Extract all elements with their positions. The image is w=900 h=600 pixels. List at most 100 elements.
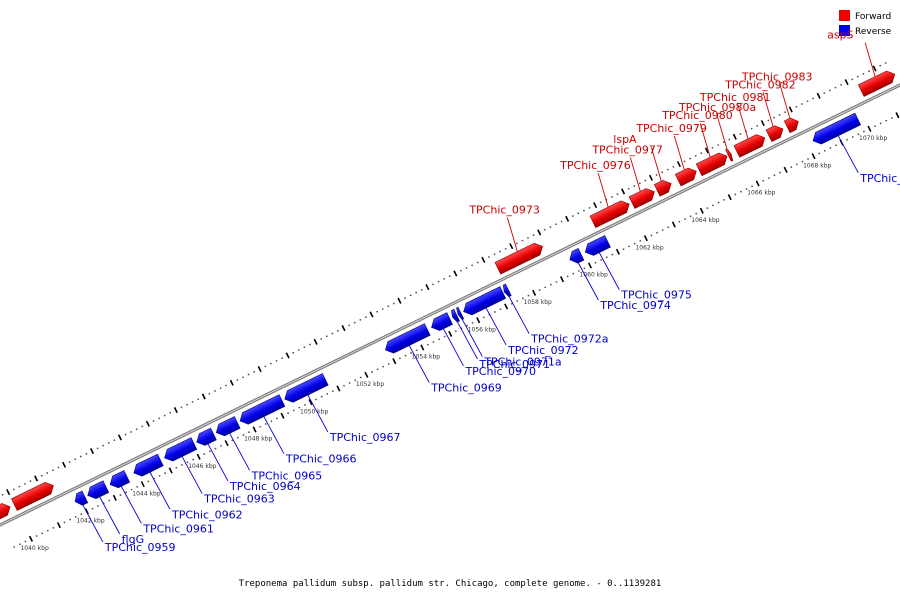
gene-tpchic-0981[interactable] (733, 132, 768, 158)
gene-label-leader (597, 172, 609, 208)
gene-tpchic-0965[interactable] (213, 416, 241, 439)
genome-axis: 1040 kbp 1042 kbp 1044 kbp 1046 kbp 1048 kbp… (0, 62, 900, 552)
axis-tick-label: 1054 kbp (412, 354, 440, 361)
gene-label-leader (629, 157, 641, 192)
gene-label-leader (673, 135, 685, 170)
gene-tpchic-0979[interactable] (674, 165, 699, 187)
forward-gene-arrow[interactable] (494, 241, 545, 275)
gene-tpchic-0971[interactable] (450, 308, 460, 323)
reverse-gene-arrow[interactable] (501, 283, 512, 298)
gene-asps[interactable] (857, 68, 897, 97)
reverse-gene-arrow[interactable] (582, 235, 611, 258)
gene-tpchic-0984[interactable] (810, 112, 862, 147)
gene-unnamed[interactable] (0, 501, 13, 521)
gene-lspa[interactable] (653, 178, 674, 197)
forward-gene-arrow[interactable] (0, 501, 13, 521)
reverse-gene-arrow[interactable] (194, 427, 217, 448)
axis-tick-label: 1050 kbp (300, 408, 328, 415)
gene-label: lspA (613, 133, 637, 146)
gene-label: TPChic_0969 (430, 382, 502, 395)
reverse-gene-arrow[interactable] (162, 437, 198, 464)
reverse-gene-arrow[interactable] (85, 480, 110, 502)
gene-tpchic-0963[interactable] (162, 437, 198, 464)
gene-label: aspS (827, 29, 853, 42)
gene-label: TPChic_0972 (507, 344, 579, 357)
axis-tick-label: 1056 kbp (468, 326, 496, 333)
reverse-gene-arrow[interactable] (461, 286, 507, 318)
forward-gene-arrow[interactable] (11, 480, 56, 511)
gene-label-leader (598, 252, 620, 290)
gene-tpchic-0964[interactable] (194, 427, 217, 448)
gene-label-leader (443, 328, 464, 367)
gene-tpchic-0977[interactable] (628, 186, 657, 209)
gene-label-leader (457, 321, 478, 360)
forward-gene-arrow[interactable] (733, 132, 768, 158)
gene-label: TPChic_0980 (661, 109, 733, 122)
gene-tpchic-0972[interactable] (461, 286, 507, 318)
gene-tpchic-0973[interactable] (494, 241, 545, 275)
axis-tick-label: 1066 kbp (747, 190, 775, 197)
legend-forward-swatch (839, 10, 850, 21)
forward-gene-arrow[interactable] (765, 123, 786, 142)
genome-axis-line (0, 83, 900, 527)
reverse-gene-arrow[interactable] (213, 416, 241, 439)
gene-label-leader (699, 123, 711, 158)
forward-gene-arrow[interactable] (589, 198, 632, 229)
reverse-gene-arrow[interactable] (455, 306, 465, 321)
forward-gene-arrow[interactable] (653, 178, 674, 197)
reverse-gene-arrow[interactable] (450, 308, 460, 323)
gene-label-leader (461, 319, 483, 357)
reverse-gene-arrow[interactable] (107, 470, 131, 491)
gene-label-leader (837, 135, 859, 173)
axis-tick-label: 1064 kbp (691, 217, 719, 224)
reverse-gene-arrow[interactable] (567, 248, 585, 265)
forward-gene-arrow[interactable] (695, 150, 730, 177)
axis-tick-label: 1060 kbp (580, 272, 608, 279)
axis-tick-label: 1042 kbp (76, 518, 104, 525)
gene-label-leader (506, 217, 518, 252)
gene-flgg[interactable] (85, 480, 110, 502)
gene-label: TPChic_0970 (464, 365, 536, 378)
gene-tpchic-0959[interactable] (72, 490, 89, 507)
genome-caption: Treponema pallidum subsp. pallidum str. … (238, 579, 662, 589)
forward-gene-arrow[interactable] (857, 68, 897, 97)
forward-gene-arrow[interactable] (628, 186, 657, 209)
gene-tpchic-0980a[interactable] (725, 148, 735, 162)
gene-label: TPChic_0965 (251, 469, 323, 482)
gene-tpchic-0961[interactable] (107, 470, 131, 491)
gene-tpchic-0974[interactable] (567, 248, 585, 265)
forward-gene-arrow[interactable] (725, 148, 735, 162)
gene-tpchic-0971a[interactable] (455, 306, 465, 321)
gene-label: TPChic_0975 (620, 289, 692, 302)
gene-tpchic-0967[interactable] (282, 373, 329, 404)
gene-label: TPChic_0982 (724, 78, 796, 91)
gene-tpchic-0975[interactable] (582, 235, 611, 258)
gene-label: TPChic_0979 (635, 122, 707, 135)
gene-tpchic-0982[interactable] (765, 123, 786, 142)
gene-tpchic-0972a[interactable] (501, 283, 512, 298)
forward-gene-arrow[interactable] (674, 165, 699, 187)
gene-tpchic-0966[interactable] (237, 394, 286, 427)
reverse-gene-arrow[interactable] (72, 490, 89, 507)
reverse-gene-arrow[interactable] (429, 312, 453, 334)
gene-tpchic-0970[interactable] (429, 312, 453, 334)
gene-tpchic-0976[interactable] (589, 198, 632, 229)
gene-tpchic-0969[interactable] (383, 323, 431, 356)
reverse-gene-arrow[interactable] (810, 112, 862, 147)
axis-tick-label: 1040 kbp (20, 545, 48, 552)
gene-tpchic-0983[interactable] (783, 116, 801, 134)
reverse-gene-arrow[interactable] (383, 323, 431, 356)
reverse-gene-arrow[interactable] (237, 394, 286, 427)
reverse-gene-arrow[interactable] (282, 373, 329, 404)
gene-label-leader (82, 504, 104, 543)
gene-unnamed[interactable] (11, 480, 56, 511)
gene-label: TPChic_0966 (285, 453, 357, 466)
axis-tick-label: 1048 kbp (244, 436, 272, 443)
gene-tpchic-0962[interactable] (131, 453, 164, 479)
forward-gene-arrow[interactable] (783, 116, 801, 134)
reverse-gene-arrow[interactable] (131, 453, 164, 479)
gene-tpchic-0980[interactable] (695, 150, 730, 177)
gene-label: flgG (122, 533, 144, 546)
gene-label-leader (737, 104, 749, 139)
